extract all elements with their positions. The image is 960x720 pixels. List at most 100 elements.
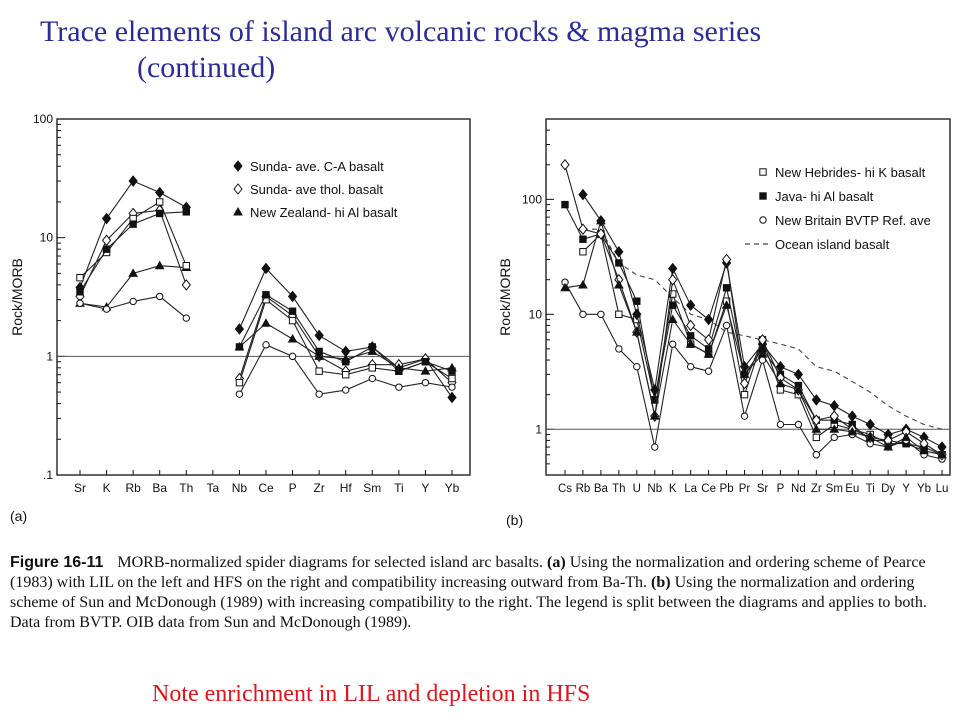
data-point — [775, 360, 786, 373]
data-point — [235, 378, 244, 387]
data-point — [811, 394, 821, 406]
data-point — [578, 188, 588, 201]
data-point — [156, 292, 164, 301]
data-point — [919, 445, 929, 455]
data-point — [739, 377, 750, 390]
data-point — [76, 273, 84, 282]
data-point — [101, 234, 112, 247]
x-tick-label: Ti — [866, 483, 875, 495]
data-point — [287, 333, 298, 343]
data-point — [315, 367, 323, 375]
data-point — [578, 223, 588, 235]
legend-label: Sunda- ave. C-A basalt — [250, 159, 384, 174]
panel-label-a: (a) — [10, 508, 28, 524]
data-point — [181, 279, 191, 291]
data-point — [812, 451, 821, 459]
data-point — [704, 367, 713, 375]
data-point — [776, 420, 785, 429]
series-line — [564, 281, 943, 460]
data-point — [368, 374, 376, 383]
x-tick-label: Ce — [258, 481, 274, 495]
caption-intro: MORB-normalized spider diagrams for sele… — [117, 554, 544, 571]
series-line — [564, 218, 943, 456]
data-point — [314, 329, 324, 342]
data-point — [261, 318, 271, 327]
x-tick-label: Sm — [363, 481, 381, 495]
data-point — [686, 332, 695, 340]
data-point — [757, 349, 768, 358]
x-tick-label: Dy — [881, 483, 895, 495]
data-point — [739, 369, 750, 378]
data-point — [128, 268, 139, 277]
legend-marker — [233, 183, 243, 195]
legend-marker — [759, 216, 767, 224]
x-tick-label: Zr — [811, 483, 822, 495]
legend-marker — [759, 168, 767, 176]
x-tick-label: Rb — [576, 483, 591, 495]
data-point — [757, 334, 768, 346]
data-point — [560, 282, 570, 292]
data-point — [865, 418, 875, 431]
data-point — [703, 313, 714, 326]
data-point — [631, 327, 642, 336]
data-point — [288, 316, 297, 325]
data-point — [883, 442, 894, 451]
data-point — [633, 297, 641, 305]
data-point — [579, 310, 587, 319]
data-point — [865, 432, 876, 441]
data-point — [560, 158, 570, 171]
y-axis-label: Rock/MORB — [9, 258, 25, 336]
data-point — [287, 290, 298, 303]
data-point — [235, 390, 244, 398]
y-tick-label: 10 — [40, 231, 54, 245]
data-point — [776, 386, 785, 394]
x-tick-label: Cs — [558, 483, 572, 495]
data-point — [579, 248, 587, 256]
figure-caption: Figure 16-11 MORB-normalized spider diag… — [10, 553, 950, 633]
data-point — [102, 245, 111, 253]
x-tick-label: Pb — [720, 483, 734, 495]
data-point — [847, 410, 857, 422]
panel-label-b: (b) — [506, 512, 524, 528]
x-tick-label: P — [289, 481, 297, 495]
data-point — [578, 279, 588, 289]
x-tick-label: K — [103, 481, 111, 495]
data-point — [685, 339, 696, 348]
data-point — [649, 411, 660, 420]
data-point — [651, 443, 659, 451]
data-point — [154, 260, 165, 270]
caption-part-b-text: Using the normalization and ordering sch… — [10, 574, 927, 631]
series-5 — [560, 158, 947, 461]
data-point — [129, 220, 137, 228]
x-tick-label: K — [669, 483, 677, 495]
legend-label: New Britain BVTP Ref. ave — [775, 213, 931, 228]
data-point — [129, 297, 137, 306]
data-point — [633, 363, 641, 371]
legend-marker — [233, 206, 243, 216]
spider-diagram-b: 1 10 100 Rock/MORB Cs Rb Ba Th U Nb K La Ce Pb Pr Sr P Nd… — [497, 118, 951, 495]
data-point — [615, 310, 623, 319]
data-point — [262, 341, 270, 349]
data-point — [668, 273, 678, 286]
data-point — [448, 367, 456, 375]
x-tick-label: P — [777, 483, 785, 495]
data-point — [128, 175, 138, 187]
data-point — [703, 349, 714, 358]
data-point — [235, 343, 244, 351]
x-tick-label: Ce — [701, 483, 716, 495]
data-point — [421, 358, 430, 366]
data-point — [829, 399, 839, 412]
data-point — [182, 262, 190, 270]
data-point — [775, 378, 786, 388]
y-tick-label: 100 — [522, 192, 542, 206]
data-point — [668, 262, 678, 275]
data-point — [315, 347, 323, 356]
data-point — [793, 368, 804, 381]
caption-part-b-label: (b) — [651, 574, 671, 591]
data-point — [703, 334, 714, 346]
data-point — [262, 291, 270, 299]
x-tick-label: Ta — [207, 481, 220, 495]
data-point — [367, 346, 378, 355]
figure-label: Figure 16-11 — [10, 554, 104, 571]
note-text: Note enrichment in LIL and depletion in … — [152, 681, 591, 707]
